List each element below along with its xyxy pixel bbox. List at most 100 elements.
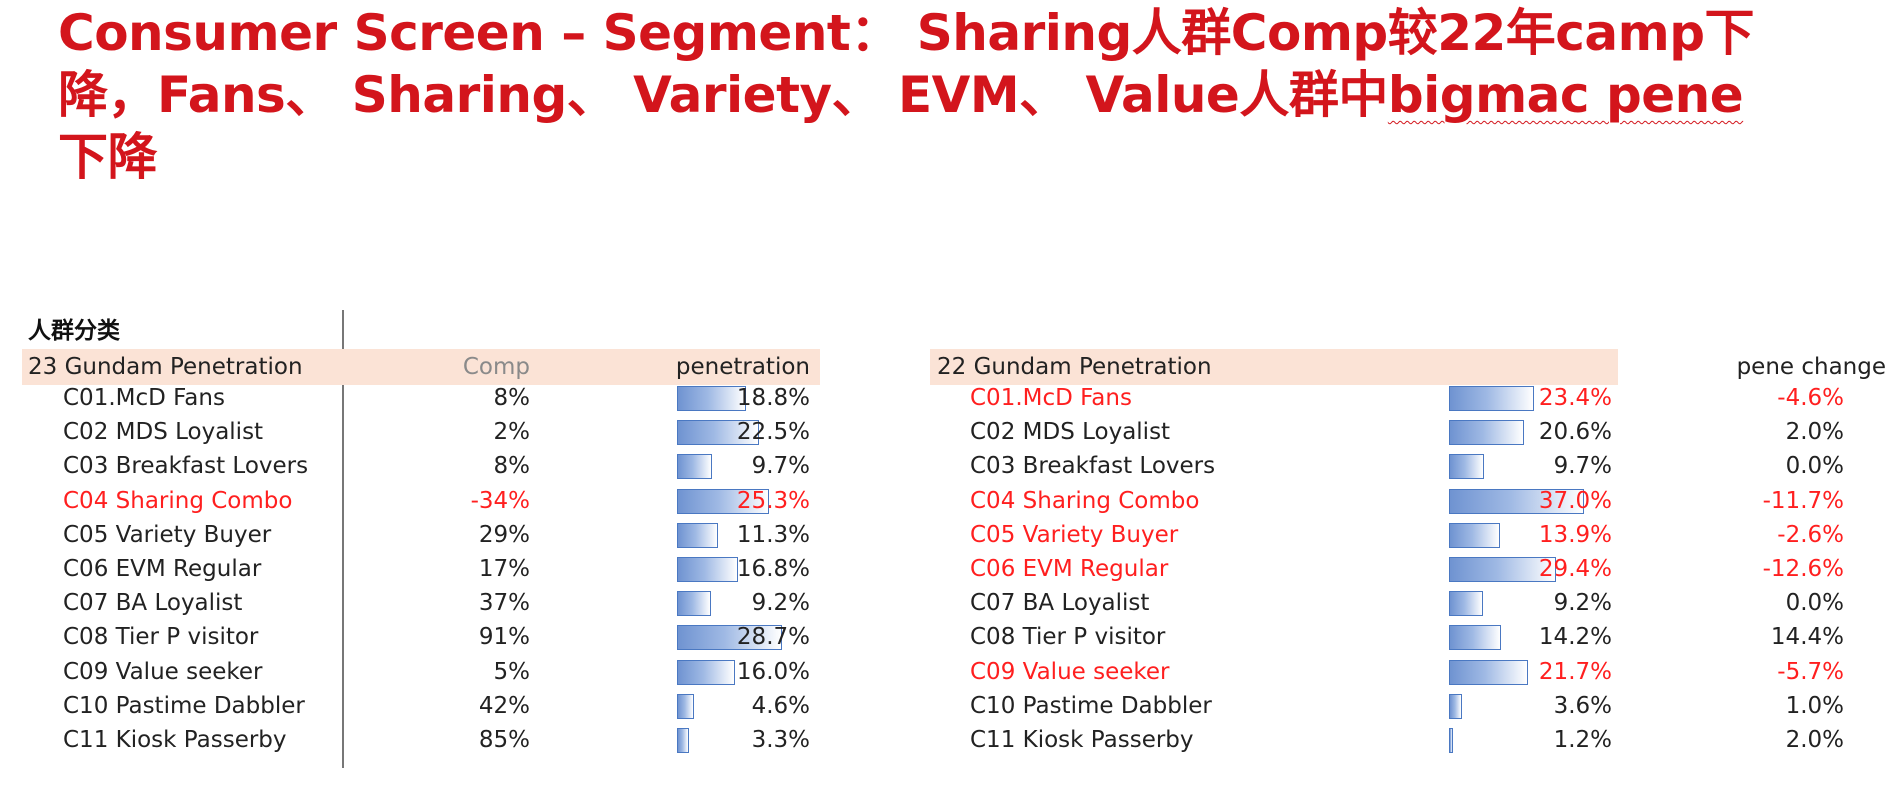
left-segment-label: C10 Pastime Dabbler xyxy=(63,692,305,719)
penetration-23-bar xyxy=(677,693,694,719)
pene-change-value: -11.7% xyxy=(1762,487,1844,514)
penetration-23-label: 16.0% xyxy=(736,658,810,685)
comp-header: Comp xyxy=(462,354,530,380)
comp-value: 8% xyxy=(493,385,531,411)
penetration-22-bar xyxy=(1449,557,1557,582)
penetration-23-label: 25.3% xyxy=(736,487,810,514)
comp-value: -34% xyxy=(470,487,530,514)
left-segment-label: C06 EVM Regular xyxy=(63,556,262,582)
penetration-23-bar xyxy=(677,488,770,514)
penetration-23-bar xyxy=(677,386,746,411)
comp-value: 37% xyxy=(478,590,530,617)
pene-change-value: -2.6% xyxy=(1777,521,1844,548)
penetration-22-label: 14.2% xyxy=(1538,624,1612,651)
pene-change-value: -4.6% xyxy=(1777,385,1844,411)
comp-value: 42% xyxy=(478,692,530,719)
penetration-22-label: 20.6% xyxy=(1538,419,1612,446)
pene-change-header: pene change xyxy=(1736,354,1886,380)
penetration-23-label: 3.3% xyxy=(751,727,810,753)
comp-value: 91% xyxy=(478,624,530,651)
comp-value: 85% xyxy=(478,727,530,753)
penetration-23-label: 4.6% xyxy=(751,692,810,719)
penetration-23-bar xyxy=(677,728,690,753)
penetration-22-bar xyxy=(1449,488,1584,514)
penetration-22-label: 23.4% xyxy=(1538,385,1612,411)
right-segment-label: C03 Breakfast Lovers xyxy=(970,453,1216,480)
penetration-23-label: 9.7% xyxy=(751,453,810,480)
penetration-22-label: 3.6% xyxy=(1553,692,1612,719)
penetration-23-bar xyxy=(677,659,736,685)
penetration-22-label: 29.4% xyxy=(1538,556,1612,582)
left-segment-label: C04 Sharing Combo xyxy=(63,487,293,514)
penetration-22-bar xyxy=(1449,728,1454,753)
penetration-22-bar xyxy=(1449,625,1501,651)
left-table-header: 23 Gundam Penetration xyxy=(28,354,303,380)
title-line-2: 降，Fans、 Sharing、 Variety、 EVM、 Value人群中b… xyxy=(58,64,1858,126)
penetration-22-label: 13.9% xyxy=(1538,521,1612,548)
penetration-22-label: 9.7% xyxy=(1553,453,1612,480)
title-line-1: Consumer Screen – Segment： Sharing人群Comp… xyxy=(58,4,1755,62)
pene-change-value: 0.0% xyxy=(1785,453,1844,480)
penetration-22-bar xyxy=(1449,420,1525,446)
penetration-23-label: 18.8% xyxy=(736,385,810,411)
pene-change-value: 2.0% xyxy=(1785,727,1844,753)
right-segment-label: C07 BA Loyalist xyxy=(970,590,1150,617)
penetration-23-label: 9.2% xyxy=(751,590,810,617)
right-segment-label: C05 Variety Buyer xyxy=(970,521,1179,548)
right-segment-label: C10 Pastime Dabbler xyxy=(970,692,1212,719)
penetration-23-label: 16.8% xyxy=(736,556,810,582)
penetration-23-bar xyxy=(677,420,760,446)
right-segment-label: C04 Sharing Combo xyxy=(970,487,1200,514)
pene-change-value: 2.0% xyxy=(1785,419,1844,446)
comp-value: 5% xyxy=(493,658,531,685)
left-segment-label: C05 Variety Buyer xyxy=(63,521,272,548)
penetration-header: penetration xyxy=(675,354,810,380)
left-header-band xyxy=(22,349,820,385)
penetration-22-bar xyxy=(1449,454,1485,480)
penetration-22-bar xyxy=(1449,386,1535,411)
section-label: 人群分类 xyxy=(28,318,120,344)
pene-change-value: -12.6% xyxy=(1762,556,1844,582)
right-header-band xyxy=(930,349,1618,385)
penetration-22-label: 1.2% xyxy=(1553,727,1612,753)
penetration-22-bar xyxy=(1449,659,1529,685)
title-line-2-underlined: bigmac pene xyxy=(1387,66,1744,124)
title-line-2-text: 降，Fans、 Sharing、 Variety、 EVM、 Value人群中 xyxy=(58,66,1388,124)
penetration-22-bar xyxy=(1449,522,1500,548)
penetration-23-bar xyxy=(677,454,713,480)
penetration-23-label: 22.5% xyxy=(736,419,810,446)
penetration-23-bar xyxy=(677,522,719,548)
comp-value: 17% xyxy=(478,556,530,582)
comp-value: 29% xyxy=(478,521,530,548)
right-segment-label: C09 Value seeker xyxy=(970,658,1170,685)
penetration-22-label: 9.2% xyxy=(1553,590,1612,617)
column-divider xyxy=(342,310,344,768)
penetration-23-bar xyxy=(677,625,782,651)
penetration-23-bar xyxy=(677,591,711,617)
right-segment-label: C02 MDS Loyalist xyxy=(970,419,1171,446)
pene-change-value: 1.0% xyxy=(1785,692,1844,719)
penetration-23-label: 28.7% xyxy=(736,624,810,651)
left-segment-label: C07 BA Loyalist xyxy=(63,590,243,617)
right-segment-label: C01.McD Fans xyxy=(970,385,1132,411)
left-segment-label: C09 Value seeker xyxy=(63,658,263,685)
title-line-3: 下降 xyxy=(58,128,158,186)
right-segment-label: C08 Tier P visitor xyxy=(970,624,1166,651)
comp-value: 8% xyxy=(493,453,531,480)
penetration-23-bar xyxy=(677,557,739,582)
left-segment-label: C11 Kiosk Passerby xyxy=(63,727,287,753)
penetration-22-bar xyxy=(1449,591,1483,617)
right-segment-label: C11 Kiosk Passerby xyxy=(970,727,1194,753)
left-segment-label: C08 Tier P visitor xyxy=(63,624,259,651)
right-segment-label: C06 EVM Regular xyxy=(970,556,1169,582)
pene-change-value: 14.4% xyxy=(1770,624,1844,651)
comp-value: 2% xyxy=(493,419,531,446)
left-segment-label: C02 MDS Loyalist xyxy=(63,419,264,446)
pene-change-value: 0.0% xyxy=(1785,590,1844,617)
pene-change-value: -5.7% xyxy=(1777,658,1844,685)
penetration-22-label: 37.0% xyxy=(1538,487,1612,514)
left-segment-label: C03 Breakfast Lovers xyxy=(63,453,309,480)
page-title: Consumer Screen – Segment： Sharing人群Comp… xyxy=(58,2,1858,188)
penetration-22-label: 21.7% xyxy=(1538,658,1612,685)
right-table-header: 22 Gundam Penetration xyxy=(937,354,1212,380)
